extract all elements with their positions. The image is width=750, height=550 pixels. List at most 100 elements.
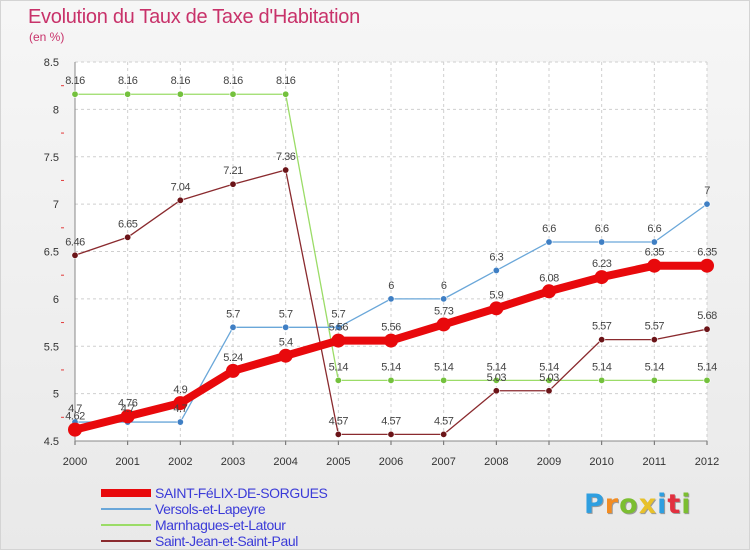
data-label: 4.57 — [329, 415, 349, 427]
data-point — [226, 363, 240, 378]
legend-label: Saint-Jean-et-Saint-Paul — [155, 533, 298, 549]
data-point — [282, 90, 290, 98]
data-point — [703, 325, 711, 333]
logo-letter: P — [584, 489, 605, 520]
data-point — [492, 266, 500, 274]
data-label: 6.46 — [65, 236, 85, 248]
data-label: 6.08 — [539, 272, 559, 284]
data-point — [545, 376, 553, 384]
data-point — [545, 387, 553, 395]
data-point — [650, 336, 658, 344]
x-tick-label: 2000 — [63, 456, 87, 468]
data-label: 4.7 — [173, 403, 187, 415]
x-tick-label: 2002 — [168, 456, 192, 468]
data-point — [124, 233, 132, 241]
proxiti-logo: Proxiti — [584, 490, 692, 520]
legend-label: SAINT-FéLIX-DE-SORGUES — [155, 485, 328, 501]
x-tick-label: 2007 — [431, 456, 455, 468]
y-tick-label: 8.5 — [44, 57, 59, 69]
data-point — [229, 180, 237, 188]
data-point — [598, 336, 606, 344]
data-label: 8.16 — [223, 75, 243, 87]
data-label: 5.68 — [697, 310, 717, 322]
legend-swatch — [101, 540, 151, 542]
y-tick-label: 7.5 — [44, 152, 59, 164]
data-point — [703, 376, 711, 384]
data-label: 4.9 — [173, 384, 187, 396]
data-point — [492, 376, 500, 384]
data-label: 6.35 — [697, 247, 717, 259]
data-point — [331, 333, 346, 348]
x-tick-label: 2008 — [484, 456, 508, 468]
data-label: 6.35 — [645, 247, 665, 259]
chart-title: Evolution du Taux de Taxe d'Habitation — [28, 6, 360, 28]
data-label: 5.9 — [489, 289, 503, 301]
x-tick-label: 2011 — [643, 456, 667, 468]
data-point — [545, 238, 553, 246]
data-label: 4.57 — [434, 415, 454, 427]
data-label: 4.7 — [121, 403, 135, 415]
data-point — [650, 238, 658, 246]
data-point — [387, 430, 395, 438]
data-label: 5.57 — [645, 321, 665, 333]
data-point — [229, 323, 237, 331]
legend-item: SAINT-FéLIX-DE-SORGUES — [101, 485, 401, 501]
data-label: 6.6 — [542, 223, 556, 235]
logo-letter: i — [657, 489, 668, 520]
x-tick-label: 2003 — [221, 456, 245, 468]
logo-letter: x — [638, 489, 658, 520]
data-point — [124, 90, 132, 98]
data-point — [387, 376, 395, 384]
data-label: 5.7 — [331, 308, 345, 320]
chart-unit: (en %) — [29, 30, 65, 44]
data-point — [387, 295, 395, 303]
data-label: 5.4 — [279, 337, 293, 349]
data-point — [440, 430, 448, 438]
data-label: 8.16 — [65, 75, 85, 87]
data-label: 6.6 — [595, 223, 609, 235]
data-label: 7.36 — [276, 151, 296, 163]
y-tick-label: 5 — [53, 389, 59, 401]
y-tick-label: 4.5 — [44, 436, 59, 448]
x-tick-label: 2006 — [379, 456, 403, 468]
x-tick-label: 2001 — [115, 456, 139, 468]
data-point — [282, 166, 290, 174]
data-point — [334, 430, 342, 438]
data-label: 8.16 — [276, 75, 296, 87]
y-tick-label: 5.5 — [44, 341, 59, 353]
data-point — [282, 323, 290, 331]
data-point — [647, 258, 662, 273]
data-label: 4.62 — [65, 411, 85, 423]
data-label: 4.7 — [68, 403, 82, 415]
data-label: 5.14 — [381, 361, 401, 373]
data-label: 5.56 — [329, 322, 349, 334]
data-label: 6 — [388, 280, 394, 292]
data-label: 5.03 — [487, 372, 507, 384]
data-label: 7.21 — [223, 165, 243, 177]
legend-item: Saint-Jean-et-Saint-Paul — [101, 533, 401, 549]
data-point — [334, 323, 342, 331]
legend-label: Versols-et-Lapeyre — [155, 501, 266, 517]
legend-item: Versols-et-Lapeyre — [101, 501, 401, 517]
x-tick-label: 2004 — [273, 456, 297, 468]
data-label: 5.14 — [645, 361, 665, 373]
legend-swatch — [101, 524, 151, 526]
x-tick-label: 2005 — [326, 456, 350, 468]
data-point — [334, 376, 342, 384]
data-label: 5.14 — [592, 361, 612, 373]
data-point — [440, 376, 448, 384]
data-point — [384, 333, 398, 348]
chart-legend: SAINT-FéLIX-DE-SORGUES Versols-et-Lapeyre… — [101, 485, 401, 549]
data-label: 5.14 — [697, 361, 717, 373]
logo-letter: i — [681, 489, 692, 520]
data-point — [440, 295, 448, 303]
data-label: 5.24 — [223, 352, 243, 364]
data-label: 8.16 — [171, 75, 191, 87]
data-point — [176, 90, 184, 98]
x-tick-label: 2009 — [537, 456, 561, 468]
data-point — [173, 396, 188, 411]
data-point — [492, 387, 500, 395]
data-label: 6.65 — [118, 218, 138, 230]
data-point — [598, 238, 606, 246]
